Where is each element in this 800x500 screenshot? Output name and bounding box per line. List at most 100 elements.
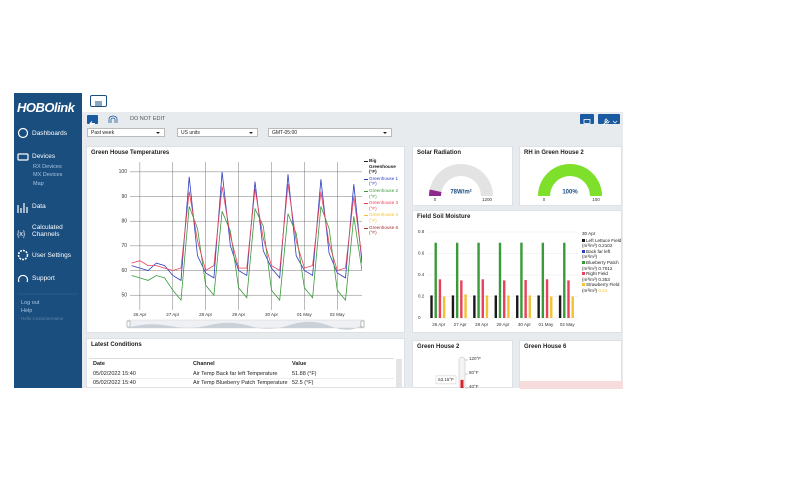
table-header: Date	[93, 361, 105, 367]
legend-label[interactable]: Big Greenhouse (°F)	[369, 158, 396, 175]
legend-item: Big Greenhouse (°F)	[364, 158, 404, 175]
user-greeting: Hello Customername	[21, 316, 64, 321]
time-range-select[interactable]: Past week	[87, 128, 165, 137]
navigator-area	[130, 321, 362, 330]
tooltip-item: Left Lettuce Field (m³/m³) 0.2102	[582, 238, 622, 249]
bar	[442, 296, 446, 318]
bar	[473, 295, 476, 318]
legend-item: Greenhouse 1 (°F)	[364, 176, 404, 187]
units-select[interactable]: US units	[177, 128, 258, 137]
x-tick-label: 26 Apr	[432, 322, 446, 327]
table-cell: 05/02/2022 15:40	[93, 380, 136, 386]
bar	[503, 280, 506, 318]
scrollbar[interactable]	[396, 359, 402, 387]
nav-log-out[interactable]: Log out	[21, 300, 40, 306]
display-icon	[583, 119, 591, 125]
bar	[481, 279, 484, 318]
sidebar-icons: {x}	[17, 127, 78, 295]
bar	[494, 295, 497, 318]
tooltip-name: Blueberry Patch (m³/m³)	[582, 259, 619, 271]
gauge-value	[429, 189, 442, 196]
back-button[interactable]	[87, 115, 98, 126]
gh6-panel: Green House 6	[519, 340, 623, 389]
panel-title: Green House Temperatures	[91, 150, 170, 156]
x-tick-label: 02 May	[560, 322, 576, 327]
bar	[545, 279, 549, 318]
nav-dashboards[interactable]: Dashboards	[32, 130, 68, 137]
share-icon[interactable]	[107, 114, 119, 125]
navigator-handle[interactable]	[360, 320, 365, 328]
bar	[563, 242, 566, 318]
gauge-value	[538, 164, 602, 196]
tooltip-name: Right Field (m³/m³)	[582, 271, 608, 282]
nav-rx-devices[interactable]: RX Devices	[33, 164, 62, 170]
x-tick-label: 01 May	[297, 312, 313, 317]
tooltip-value: 0.2102	[598, 243, 613, 249]
panel-title: Solar Radiation	[417, 150, 462, 156]
tooltip-date: 30 Apr	[582, 231, 596, 236]
thermo-tick-label: 120°F	[469, 356, 481, 361]
settings-icon	[17, 249, 29, 261]
x-tick-label: 02 May	[330, 312, 346, 317]
gauge-max: 100	[592, 197, 600, 202]
display-button[interactable]	[580, 114, 594, 125]
support-icon	[17, 274, 29, 283]
bar	[438, 279, 442, 318]
table-header: Value	[292, 361, 307, 367]
table-header: Channel	[193, 361, 215, 367]
table-cell: 51.88 (°F)	[292, 371, 317, 377]
series-line	[131, 184, 362, 272]
legend-label[interactable]: Greenhouse 4 (°F)	[369, 212, 399, 223]
y-tick-label: 0.4	[418, 272, 425, 277]
settings-button[interactable]	[598, 114, 620, 126]
latest-conditions-panel: Latest Conditions Date Channel Value 05/02/…	[86, 338, 405, 388]
tooltip-value: 0.353	[598, 276, 610, 282]
nav-help[interactable]: Help	[21, 308, 33, 314]
y-tick-label: 50	[121, 293, 127, 299]
logo[interactable]: HOBOlink	[17, 100, 75, 115]
y-tick-label: 90	[121, 194, 127, 200]
timezone-select[interactable]: GMT-05:00	[268, 128, 392, 137]
navigator-handle[interactable]	[126, 320, 131, 328]
row-rule	[89, 378, 394, 379]
nav-mx-devices[interactable]: MX Devices	[33, 172, 63, 178]
tooltip-swatch	[582, 283, 585, 287]
tooltip-name: Left Lettuce Field (m³/m³)	[582, 237, 622, 249]
legend-label[interactable]: Greenhouse 3 (°F)	[369, 200, 399, 211]
legend-label[interactable]: Greenhouse 1 (°F)	[369, 175, 399, 187]
bar	[550, 296, 553, 318]
y-tick-label: 0.2	[418, 294, 425, 299]
nav-map[interactable]: Map	[33, 181, 44, 187]
panel-title: Field Soil Moisture	[417, 214, 471, 220]
bar	[507, 295, 510, 318]
gauge-track	[429, 164, 493, 196]
calc-icon: {x}	[17, 231, 26, 238]
series-line	[131, 206, 362, 302]
nav-user-settings[interactable]: User Settings	[32, 252, 72, 259]
bar	[537, 295, 540, 318]
x-tick-label: 29 Apr	[496, 322, 510, 327]
legend-swatch	[364, 161, 368, 162]
legend-item: Greenhouse 2 (°F)	[364, 188, 404, 199]
legend-label[interactable]: Greenhouse 6 (°F)	[369, 224, 399, 236]
gauge-min: 0	[434, 197, 437, 202]
table-cell: 05/02/2022 15:40	[93, 371, 136, 377]
bar	[516, 295, 519, 318]
nav-devices[interactable]: Devices	[32, 153, 56, 160]
x-tick-label: 28 Apr	[475, 322, 489, 327]
legend-swatch	[364, 178, 368, 180]
legend-label[interactable]: Greenhouse 2 (°F)	[369, 187, 399, 199]
nav-calculated-channels[interactable]: Calculated Channels	[32, 224, 63, 238]
nav-support[interactable]: Support	[32, 275, 55, 282]
tooltip-value: 0.7012	[598, 265, 613, 271]
menu-toggle[interactable]	[90, 95, 107, 107]
thermo-fill	[460, 379, 464, 388]
y-tick-label: 100	[119, 169, 128, 175]
bar	[498, 242, 502, 318]
tooltip-swatch	[582, 238, 585, 242]
nav-data[interactable]: Data	[32, 203, 46, 210]
legend-item: Greenhouse 4 (°F)	[364, 212, 404, 223]
bar	[455, 242, 459, 318]
tooltip-swatch	[582, 249, 585, 253]
